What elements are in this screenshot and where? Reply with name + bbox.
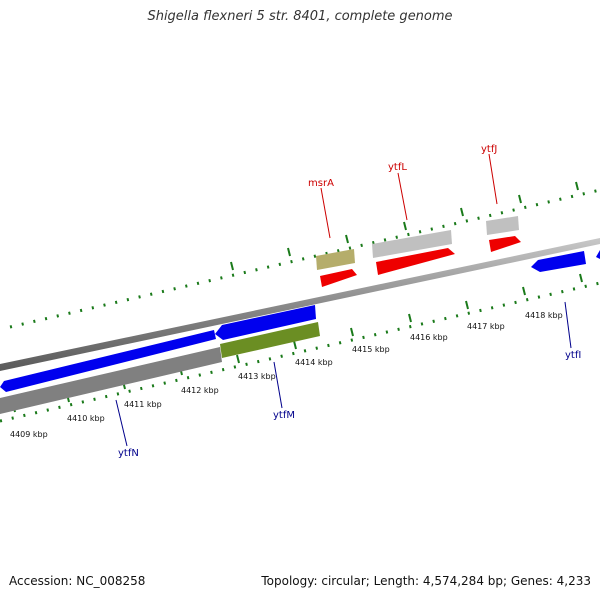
scale-label-4415: 4415 kbp [352, 345, 390, 354]
msrA-cds-arrow[interactable] [320, 269, 357, 287]
ytfL-cds-arrow[interactable] [376, 248, 455, 275]
accession-label: Accession: NC_008258 [9, 574, 146, 588]
gene-label-ytfJ[interactable]: ytfJ [481, 144, 497, 155]
gene-label-msrA[interactable]: msrA [308, 178, 334, 189]
scale-label-4412: 4412 kbp [181, 386, 219, 395]
ytfN-cds-arrow[interactable] [0, 330, 216, 392]
scale-label-4413: 4413 kbp [238, 372, 276, 381]
scale-label-4411: 4411 kbp [124, 400, 162, 409]
scale-label-4410: 4410 kbp [67, 414, 105, 423]
gene-label-ytfM[interactable]: ytfM [273, 410, 295, 421]
label-leaders [115, 153, 572, 447]
edge-cds-arrow[interactable] [596, 250, 600, 259]
ytfM-cds-arrow[interactable] [215, 305, 316, 340]
gene-label-ytfL[interactable]: ytfL [388, 162, 407, 173]
scale-label-4414: 4414 kbp [295, 358, 333, 367]
ytfI-cds-arrow[interactable] [531, 251, 586, 272]
scale-label-4417: 4417 kbp [467, 322, 505, 331]
scale-label-4416: 4416 kbp [410, 333, 448, 342]
genome-backbone [0, 238, 600, 371]
ytfL-box [372, 230, 452, 258]
scale-label-4418: 4418 kbp [525, 311, 563, 320]
map-title: Shigella flexneri 5 str. 8401, complete … [147, 9, 453, 24]
ytfJ-cds-arrow[interactable] [489, 236, 521, 252]
gene-label-ytfN[interactable]: ytfN [118, 448, 139, 459]
ytfJ-box [486, 216, 519, 235]
scale-label-4409: 4409 kbp [10, 430, 48, 439]
gene-label-ytfI[interactable]: ytfI [565, 350, 581, 361]
msrA-box [316, 249, 355, 270]
topology-label: Topology: circular; Length: 4,574,284 bp… [261, 574, 591, 588]
ytfN-grey-box [0, 347, 222, 414]
outer-dotted-ring [9, 188, 600, 329]
ytfM-green-box [220, 322, 320, 358]
